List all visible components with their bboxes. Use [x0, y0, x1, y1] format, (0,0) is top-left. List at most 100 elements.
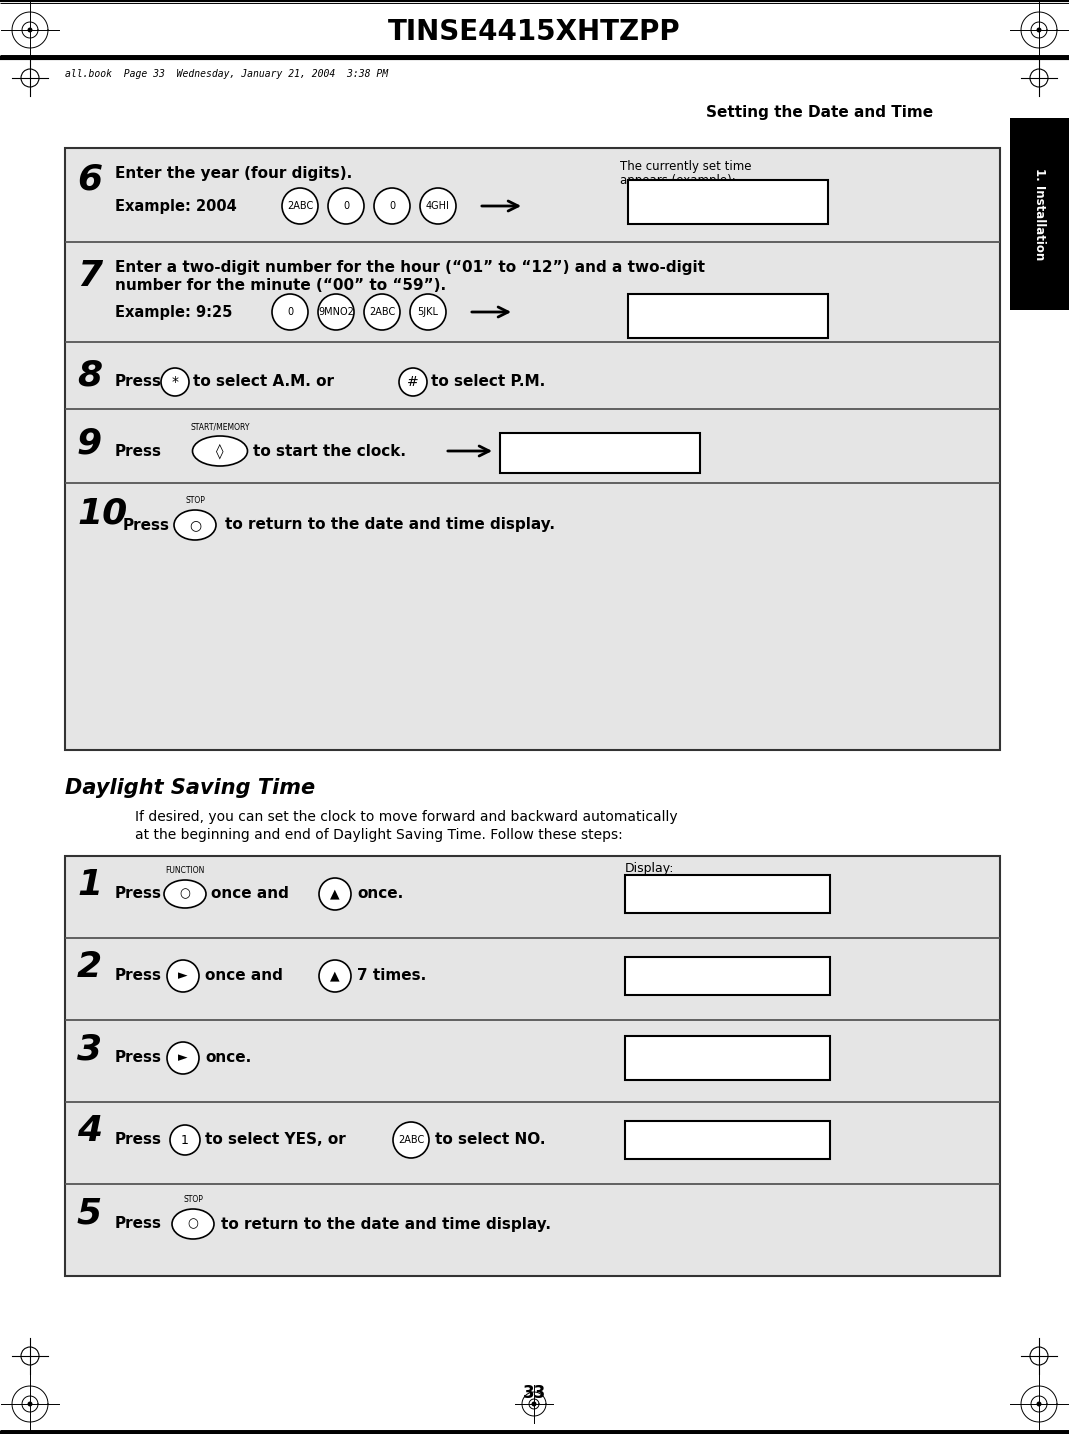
- Bar: [625, 956, 830, 995]
- Circle shape: [410, 294, 446, 330]
- Text: Press: Press: [115, 1216, 162, 1232]
- Bar: [625, 1035, 830, 1080]
- Text: 9MNO2: 9MNO2: [319, 307, 354, 317]
- Text: 2ABC: 2ABC: [398, 1134, 424, 1144]
- Text: 1: 1: [181, 1133, 189, 1147]
- Text: 7 times.: 7 times.: [357, 968, 427, 984]
- Text: Press: Press: [115, 374, 162, 390]
- Text: to select P.M.: to select P.M.: [431, 374, 545, 390]
- Text: ►: ►: [179, 969, 188, 982]
- Circle shape: [420, 188, 456, 224]
- Bar: [628, 294, 828, 338]
- Circle shape: [28, 27, 32, 33]
- Text: 1. Installation: 1. Installation: [1034, 168, 1047, 260]
- Text: once.: once.: [205, 1051, 251, 1065]
- Text: HS NAME SET: HS NAME SET: [508, 446, 603, 460]
- Bar: [65, 148, 1000, 750]
- Text: 0: 0: [286, 307, 293, 317]
- Text: 4GHI: 4GHI: [427, 201, 450, 211]
- Text: Enter the year (four digits).: Enter the year (four digits).: [115, 166, 353, 181]
- Text: ○: ○: [189, 518, 201, 532]
- Bar: [625, 1121, 830, 1159]
- Bar: [500, 433, 700, 473]
- Circle shape: [167, 1043, 199, 1074]
- Text: to select YES, or: to select YES, or: [205, 1133, 345, 1147]
- Circle shape: [319, 959, 351, 992]
- Text: OPTION SETTING: OPTION SETTING: [632, 888, 743, 901]
- Text: 2ABC: 2ABC: [286, 201, 313, 211]
- Text: *: *: [171, 376, 179, 389]
- Text: 8: 8: [77, 358, 103, 393]
- Text: 9: 9: [77, 426, 103, 460]
- Text: Press: Press: [115, 1051, 162, 1065]
- Text: ○: ○: [180, 888, 190, 901]
- Circle shape: [374, 188, 410, 224]
- Text: to return to the date and time display.: to return to the date and time display.: [221, 1216, 551, 1232]
- Text: DATE&TIME SET: DATE&TIME SET: [635, 185, 734, 198]
- Text: DAY LIGHT SAVE: DAY LIGHT SAVE: [632, 1043, 740, 1055]
- Text: The currently set time: The currently set time: [620, 161, 752, 174]
- Text: 2ABC: 2ABC: [369, 307, 396, 317]
- Circle shape: [1037, 27, 1041, 33]
- Text: 3: 3: [77, 1032, 103, 1065]
- Text: Enter a two-digit number for the hour (“01” to “12”) and a two-digit: Enter a two-digit number for the hour (“…: [115, 260, 704, 275]
- Text: 7: 7: [77, 260, 103, 293]
- Text: TINSE4415XHTZPP: TINSE4415XHTZPP: [388, 19, 680, 46]
- Text: START/MEMORY: START/MEMORY: [190, 422, 250, 432]
- Text: Display:: Display:: [625, 862, 675, 875]
- Text: to return to the date and time display.: to return to the date and time display.: [224, 518, 555, 532]
- Text: Press: Press: [115, 886, 162, 902]
- Circle shape: [328, 188, 365, 224]
- Text: 0: 0: [389, 201, 396, 211]
- Text: #: #: [407, 376, 419, 389]
- Text: DAY LIGHT SAVE: DAY LIGHT SAVE: [632, 969, 740, 982]
- Text: STOP: STOP: [183, 1195, 203, 1205]
- Text: to select NO.: to select NO.: [435, 1133, 545, 1147]
- Circle shape: [167, 959, 199, 992]
- Text: 33: 33: [523, 1384, 545, 1402]
- Text: 2: 2: [77, 949, 103, 984]
- Circle shape: [28, 1401, 32, 1407]
- Text: Daylight Saving Time: Daylight Saving Time: [65, 779, 315, 797]
- Circle shape: [1037, 1401, 1041, 1407]
- Circle shape: [161, 369, 189, 396]
- Text: TIME  12:19   PM: TIME 12:19 PM: [635, 199, 739, 214]
- Text: RECEIVE RATIO: RECEIVE RATIO: [632, 1133, 731, 1147]
- Ellipse shape: [192, 436, 248, 466]
- Ellipse shape: [172, 1209, 214, 1239]
- Text: Press: Press: [115, 968, 162, 984]
- Circle shape: [531, 1401, 537, 1407]
- Circle shape: [317, 294, 354, 330]
- Text: 5: 5: [77, 1196, 103, 1230]
- Circle shape: [319, 878, 351, 911]
- Circle shape: [393, 1121, 429, 1159]
- Circle shape: [365, 294, 400, 330]
- Text: Press: Press: [115, 443, 162, 459]
- Text: Example: 2004: Example: 2004: [115, 198, 236, 214]
- Bar: [1010, 118, 1069, 310]
- Text: Press: Press: [115, 1133, 162, 1147]
- Text: 5JKL: 5JKL: [418, 307, 438, 317]
- Circle shape: [282, 188, 317, 224]
- Text: once.: once.: [357, 886, 403, 902]
- Ellipse shape: [174, 511, 216, 541]
- Text: all.book  Page 33  Wednesday, January 21, 2004  3:38 PM: all.book Page 33 Wednesday, January 21, …: [65, 69, 388, 79]
- Text: ○: ○: [187, 1217, 199, 1230]
- Bar: [628, 181, 828, 224]
- Text: appears (example):: appears (example):: [620, 174, 735, 186]
- Circle shape: [272, 294, 308, 330]
- Text: 0: 0: [343, 201, 350, 211]
- Text: number for the minute (“00” to “59”).: number for the minute (“00” to “59”).: [115, 278, 446, 293]
- Text: ►: ►: [179, 1051, 188, 1064]
- Text: to select A.M. or: to select A.M. or: [193, 374, 334, 390]
- Text: 6: 6: [77, 163, 103, 196]
- Text: Example: 9:25: Example: 9:25: [115, 304, 232, 320]
- Text: 4: 4: [77, 1114, 103, 1149]
- Text: FUNCTION: FUNCTION: [166, 866, 204, 875]
- Bar: [625, 875, 830, 913]
- Text: to start the clock.: to start the clock.: [253, 443, 406, 459]
- Text: If desired, you can set the clock to move forward and backward automatically: If desired, you can set the clock to mov…: [135, 810, 678, 825]
- Text: STOP: STOP: [185, 496, 205, 505]
- Text: ◊: ◊: [216, 443, 223, 459]
- Text: TIME  09:25   PM: TIME 09:25 PM: [635, 314, 740, 327]
